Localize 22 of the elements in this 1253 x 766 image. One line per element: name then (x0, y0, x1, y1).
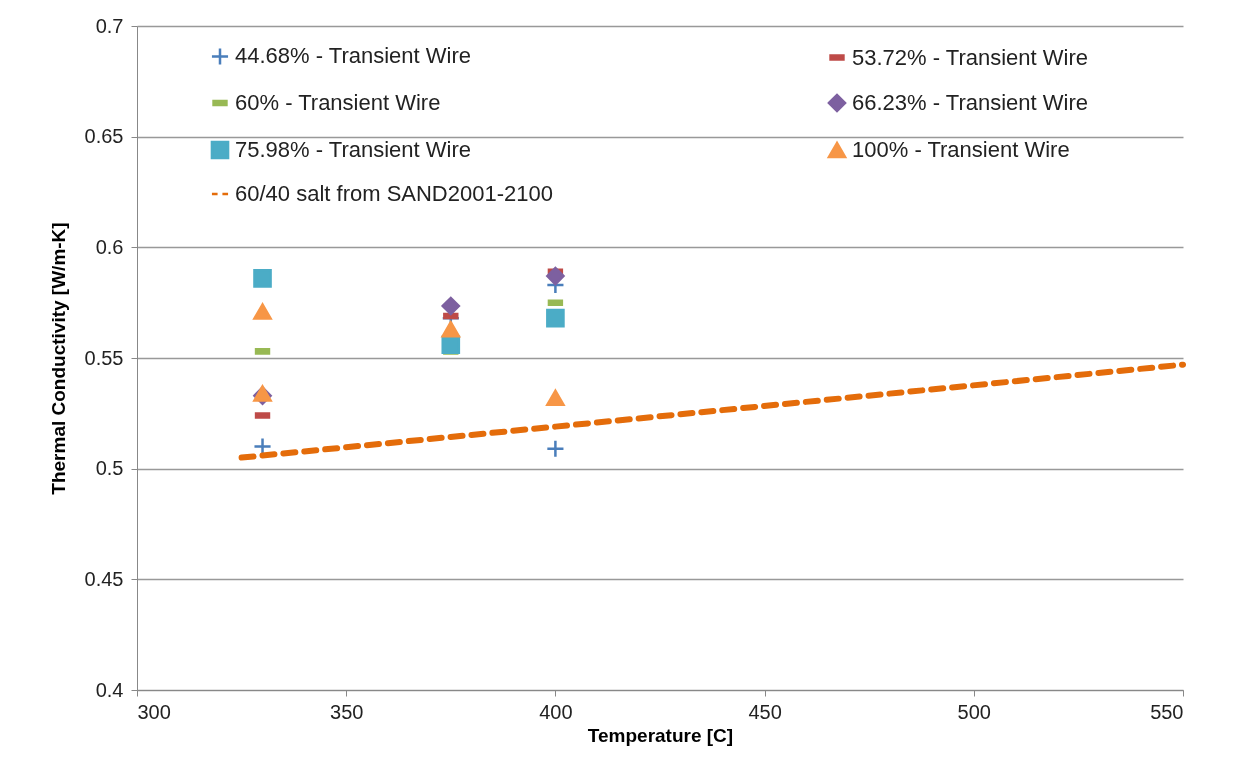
x-tick-label: 550 (1150, 700, 1184, 723)
x-tick-label: 350 (330, 700, 364, 723)
y-axis-title: Thermal Conductivity [W/m-K] (47, 222, 69, 495)
y-tick-label: 0.6 (95, 235, 124, 258)
legend-label: 60/40 salt from SAND2001-2100 (235, 181, 553, 206)
legend-label: 60% - Transient Wire (235, 90, 441, 115)
x-tick-label: 400 (539, 700, 573, 723)
legend-label: 66.23% - Transient Wire (852, 90, 1088, 115)
y-tick-label: 0.5 (95, 457, 124, 480)
y-tick-label: 0.55 (84, 346, 124, 369)
x-axis-title: Temperature [C] (587, 724, 734, 746)
x-tick-label: 300 (137, 700, 171, 723)
y-tick-label: 0.45 (84, 567, 124, 590)
y-tick-label: 0.4 (95, 678, 124, 701)
legend-label: 100% - Transient Wire (852, 137, 1070, 162)
legend-label: 53.72% - Transient Wire (852, 44, 1088, 70)
legend-label: 44.68% - Transient Wire (235, 43, 471, 69)
y-tick-label: 0.65 (84, 125, 124, 148)
y-tick-label: 0.7 (95, 14, 124, 37)
x-tick-label: 450 (748, 700, 782, 723)
legend-label: 75.98% - Transient Wire (235, 137, 471, 162)
x-tick-label: 500 (957, 700, 991, 723)
